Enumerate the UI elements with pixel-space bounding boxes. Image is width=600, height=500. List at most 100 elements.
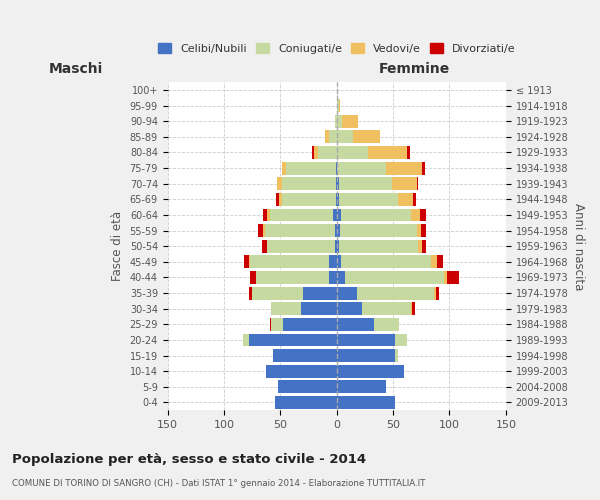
Bar: [368, 146, 407, 159]
Bar: [362, 302, 411, 315]
Bar: [263, 208, 267, 222]
Bar: [436, 286, 439, 300]
Bar: [337, 302, 362, 315]
Bar: [314, 146, 317, 159]
Bar: [421, 224, 426, 237]
Bar: [407, 146, 410, 159]
Y-axis label: Anni di nascita: Anni di nascita: [572, 202, 585, 290]
Bar: [270, 208, 334, 222]
Bar: [411, 208, 420, 222]
Bar: [329, 271, 337, 284]
Bar: [434, 286, 436, 300]
Bar: [329, 256, 337, 268]
Bar: [281, 162, 286, 174]
Bar: [340, 224, 417, 237]
Bar: [374, 318, 399, 331]
Bar: [444, 271, 447, 284]
Bar: [337, 380, 386, 393]
Bar: [337, 365, 404, 378]
Bar: [337, 99, 339, 112]
Bar: [256, 271, 329, 284]
Bar: [283, 318, 337, 331]
Bar: [392, 178, 417, 190]
Bar: [337, 396, 395, 409]
Bar: [279, 193, 281, 206]
Bar: [275, 396, 337, 409]
Bar: [339, 178, 392, 190]
Bar: [249, 256, 250, 268]
Bar: [395, 349, 398, 362]
Bar: [329, 130, 337, 143]
Bar: [278, 380, 337, 393]
Bar: [281, 178, 335, 190]
Bar: [395, 334, 407, 346]
Bar: [337, 208, 341, 222]
Bar: [339, 99, 340, 112]
Bar: [417, 224, 421, 237]
Bar: [270, 318, 271, 331]
Bar: [267, 208, 270, 222]
Bar: [339, 240, 418, 252]
Bar: [252, 286, 303, 300]
Bar: [337, 162, 386, 174]
Bar: [303, 286, 337, 300]
Bar: [334, 208, 337, 222]
Bar: [271, 318, 283, 331]
Bar: [337, 224, 340, 237]
Bar: [263, 224, 265, 237]
Bar: [337, 334, 395, 346]
Bar: [286, 162, 335, 174]
Bar: [335, 224, 337, 237]
Bar: [422, 162, 425, 174]
Bar: [267, 240, 335, 252]
Bar: [337, 115, 343, 128]
Bar: [337, 178, 339, 190]
Bar: [337, 193, 339, 206]
Bar: [337, 146, 368, 159]
Bar: [417, 178, 418, 190]
Bar: [337, 130, 353, 143]
Text: Femmine: Femmine: [379, 62, 450, 76]
Bar: [249, 286, 252, 300]
Legend: Celibi/Nubili, Coniugati/e, Vedovi/e, Divorziati/e: Celibi/Nubili, Coniugati/e, Vedovi/e, Di…: [154, 38, 520, 58]
Bar: [337, 349, 395, 362]
Bar: [262, 240, 267, 252]
Bar: [272, 349, 337, 362]
Bar: [398, 193, 413, 206]
Bar: [335, 162, 337, 174]
Text: COMUNE DI TORINO DI SANGRO (CH) - Dati ISTAT 1° gennaio 2014 - Elaborazione TUTT: COMUNE DI TORINO DI SANGRO (CH) - Dati I…: [12, 479, 425, 488]
Bar: [353, 130, 380, 143]
Bar: [325, 130, 329, 143]
Bar: [357, 286, 434, 300]
Bar: [418, 240, 422, 252]
Bar: [337, 240, 339, 252]
Bar: [431, 256, 437, 268]
Bar: [337, 286, 357, 300]
Bar: [335, 193, 337, 206]
Bar: [339, 193, 398, 206]
Bar: [343, 115, 358, 128]
Bar: [271, 302, 301, 315]
Bar: [281, 193, 335, 206]
Bar: [266, 365, 337, 378]
Bar: [335, 240, 337, 252]
Bar: [412, 302, 415, 315]
Bar: [312, 146, 314, 159]
Bar: [341, 208, 411, 222]
Bar: [244, 256, 249, 268]
Bar: [250, 271, 256, 284]
Bar: [249, 334, 337, 346]
Bar: [258, 224, 263, 237]
Bar: [317, 146, 337, 159]
Bar: [341, 256, 431, 268]
Bar: [243, 334, 249, 346]
Bar: [447, 271, 458, 284]
Bar: [277, 178, 281, 190]
Bar: [413, 193, 416, 206]
Bar: [337, 271, 344, 284]
Text: Popolazione per età, sesso e stato civile - 2014: Popolazione per età, sesso e stato civil…: [12, 452, 366, 466]
Bar: [265, 224, 335, 237]
Bar: [335, 115, 337, 128]
Bar: [337, 318, 374, 331]
Bar: [337, 256, 341, 268]
